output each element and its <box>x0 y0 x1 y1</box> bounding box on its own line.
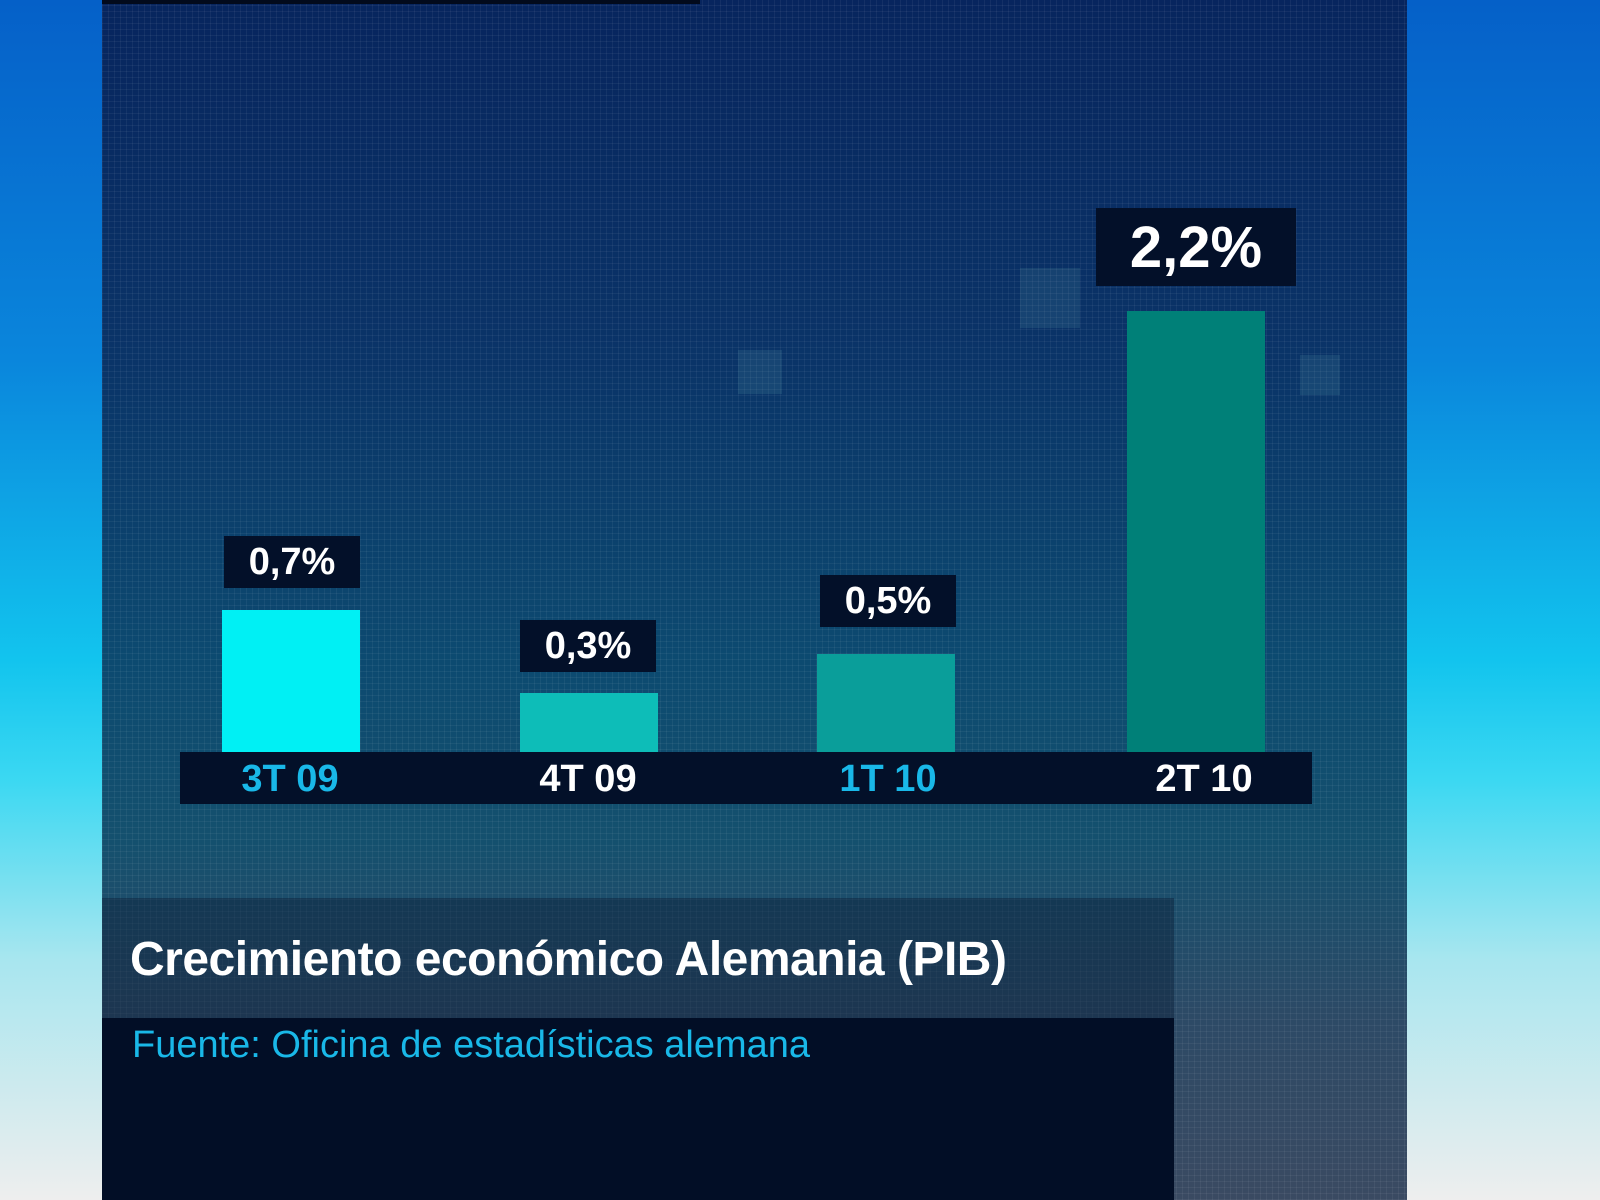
category-label-2t-10: 2T 10 <box>1155 757 1253 800</box>
value-label-1t-10: 0,5% <box>820 575 956 627</box>
bar-4t-09 <box>520 693 658 752</box>
background-decoration <box>738 350 782 394</box>
category-axis <box>180 752 1312 804</box>
bar-3t-09 <box>222 610 360 752</box>
background-decoration <box>1020 268 1080 328</box>
category-label-4t-09: 4T 09 <box>539 757 637 800</box>
title-band <box>102 898 1174 1018</box>
chart-source: Fuente: Oficina de estadísticas alemana <box>132 1024 811 1066</box>
source-band <box>102 1018 1174 1200</box>
bar-1t-10 <box>817 654 955 752</box>
background-decoration <box>1300 355 1340 395</box>
value-label-2t-10: 2,2% <box>1096 208 1296 286</box>
value-label-3t-09: 0,7% <box>224 536 360 588</box>
value-label-4t-09: 0,3% <box>520 620 656 672</box>
category-label-1t-10: 1T 10 <box>839 757 937 800</box>
category-label-3t-09: 3T 09 <box>241 757 339 800</box>
top-bar <box>102 0 700 4</box>
chart-title: Crecimiento económico Alemania (PIB) <box>130 933 1007 986</box>
bar-2t-10 <box>1127 311 1265 752</box>
